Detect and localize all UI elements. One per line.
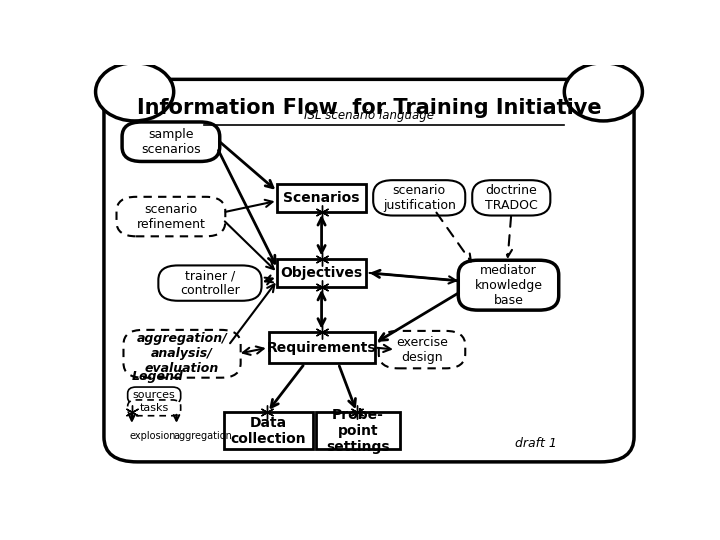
FancyBboxPatch shape [459, 260, 559, 310]
Bar [224, 412, 313, 449]
Bar [316, 412, 400, 449]
Text: scenario
refinement: scenario refinement [137, 202, 205, 231]
Text: Objectives: Objectives [281, 266, 363, 280]
Text: mediator
knowledge
base: mediator knowledge base [474, 264, 542, 307]
Text: Legend: Legend [132, 370, 184, 383]
FancyBboxPatch shape [158, 266, 261, 301]
Text: sample
scenarios: sample scenarios [141, 128, 201, 156]
Text: tasks: tasks [140, 403, 168, 413]
FancyBboxPatch shape [124, 330, 240, 377]
FancyBboxPatch shape [373, 180, 465, 215]
Text: Information Flow  for Training Initiative: Information Flow for Training Initiative [137, 98, 601, 118]
Text: draft 1: draft 1 [516, 437, 557, 450]
FancyBboxPatch shape [379, 331, 465, 368]
Bar [277, 259, 366, 287]
Text: explosion: explosion [129, 431, 176, 441]
Bar [277, 184, 366, 212]
FancyBboxPatch shape [104, 79, 634, 462]
Text: aggregation: aggregation [174, 431, 233, 441]
Text: scenario
justification: scenario justification [383, 184, 456, 212]
Text: Scenarios: Scenarios [284, 191, 360, 205]
Text: trainer /
controller: trainer / controller [180, 269, 240, 297]
FancyBboxPatch shape [117, 197, 225, 237]
Circle shape [96, 63, 174, 121]
FancyBboxPatch shape [472, 180, 550, 215]
Text: aggregation/
analysis/
evaluation: aggregation/ analysis/ evaluation [137, 332, 228, 375]
Text: doctrine
TRADOC: doctrine TRADOC [485, 184, 538, 212]
Text: sources: sources [132, 390, 176, 400]
FancyBboxPatch shape [127, 400, 181, 416]
Bar [269, 332, 374, 363]
FancyBboxPatch shape [122, 122, 220, 161]
FancyBboxPatch shape [127, 387, 181, 404]
Text: Requirements: Requirements [266, 341, 377, 355]
Text: exercise
design: exercise design [396, 336, 448, 363]
Circle shape [564, 63, 642, 121]
Text: Data
collection: Data collection [230, 416, 307, 446]
Text: ISL scenario language: ISL scenario language [304, 109, 434, 122]
Text: Probe-
point
settings: Probe- point settings [326, 408, 390, 454]
